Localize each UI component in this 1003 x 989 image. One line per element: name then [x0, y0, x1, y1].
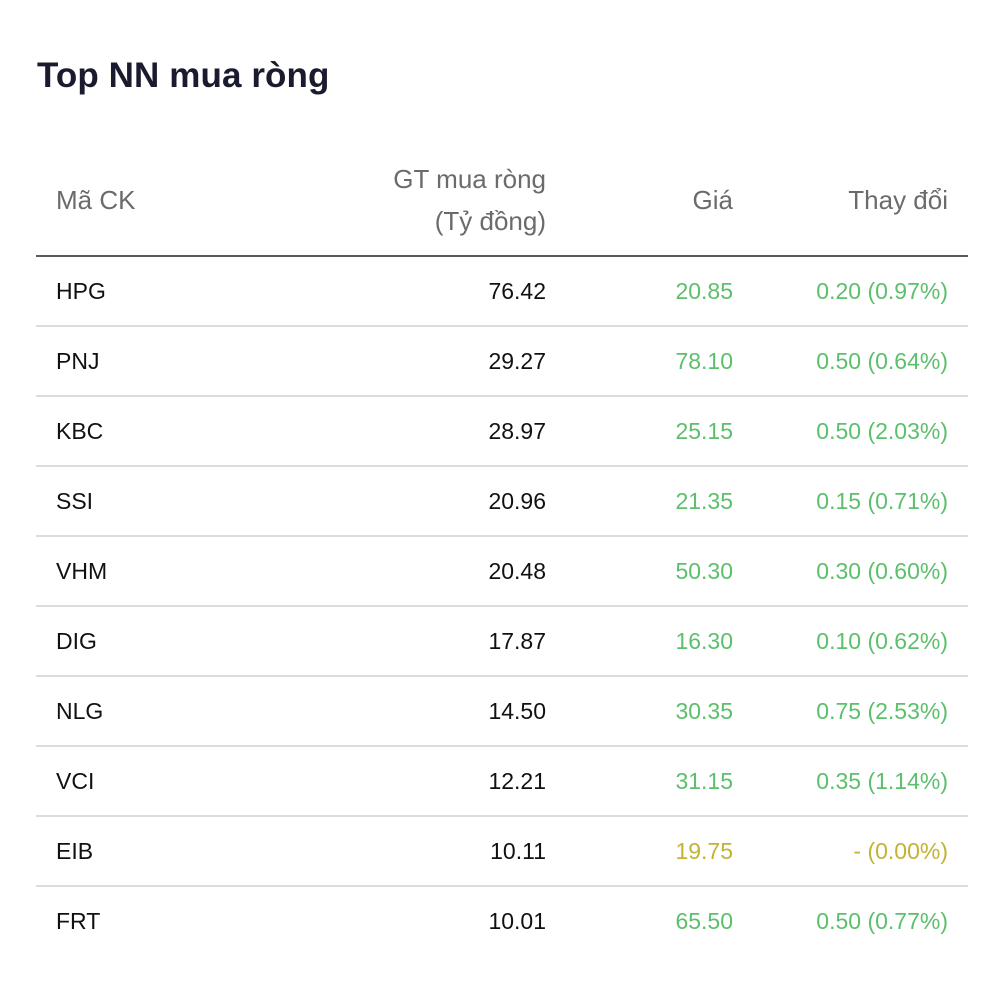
table-row[interactable]: KBC 28.97 25.15 0.50 (2.03%): [36, 396, 968, 467]
table-row[interactable]: VHM 20.48 50.30 0.30 (0.60%): [36, 536, 968, 607]
cell-code[interactable]: DIG: [36, 606, 216, 677]
header-net-buy-line1: GT mua ròng: [393, 164, 546, 194]
cell-change: 0.10 (0.62%): [753, 606, 968, 677]
cell-code[interactable]: SSI: [36, 466, 216, 537]
table-header-row: Mã CK GT mua ròng (Tỷ đồng) Giá Thay đổi: [36, 145, 968, 257]
panel-title: Top NN mua ròng: [37, 56, 330, 95]
cell-price: 19.75: [566, 816, 753, 887]
header-price[interactable]: Giá: [566, 145, 753, 257]
cell-net-buy: 17.87: [216, 606, 566, 677]
cell-change: - (0.00%): [753, 816, 968, 887]
cell-net-buy: 12.21: [216, 746, 566, 817]
cell-price: 65.50: [675, 907, 733, 934]
table-row[interactable]: FRT 10.01 65.50 0.50 (0.77%): [36, 886, 968, 955]
cell-change: 0.50 (0.64%): [753, 326, 968, 397]
cell-code[interactable]: EIB: [36, 816, 216, 887]
cell-code[interactable]: PNJ: [36, 326, 216, 397]
table-row[interactable]: SSI 20.96 21.35 0.15 (0.71%): [36, 466, 968, 537]
table-row[interactable]: HPG 76.42 20.85 0.20 (0.97%): [36, 256, 968, 327]
cell-change: 0.30 (0.60%): [753, 536, 968, 607]
cell-change: 0.35 (1.14%): [753, 746, 968, 817]
cell-price: 20.85: [566, 256, 753, 327]
cell-price: 30.35: [566, 676, 753, 747]
cell-change: 0.20 (0.97%): [753, 256, 968, 327]
cell-net-buy: 76.42: [216, 256, 566, 327]
cell-price: 50.30: [566, 536, 753, 607]
header-change[interactable]: Thay đổi: [753, 145, 968, 257]
cell-code[interactable]: VHM: [36, 536, 216, 607]
cell-net-buy: 10.11: [216, 816, 566, 887]
cell-price: 25.15: [566, 396, 753, 467]
cell-price: 21.35: [566, 466, 753, 537]
cell-code[interactable]: NLG: [36, 676, 216, 747]
table-body: HPG 76.42 20.85 0.20 (0.97%) PNJ 29.27 7…: [36, 256, 968, 955]
cell-change: 0.75 (2.53%): [753, 676, 968, 747]
cell-price: 16.30: [566, 606, 753, 677]
cell-change: 0.50 (2.03%): [753, 396, 968, 467]
cell-code[interactable]: VCI: [36, 746, 216, 817]
cell-change: 0.15 (0.71%): [753, 466, 968, 537]
cell-net-buy: 10.01: [488, 907, 546, 934]
header-net-buy-line2: (Tỷ đồng): [434, 206, 546, 236]
table-row[interactable]: NLG 14.50 30.35 0.75 (2.53%): [36, 676, 968, 747]
cell-price: 31.15: [566, 746, 753, 817]
cell-change: 0.50 (0.77%): [816, 907, 948, 934]
table-row[interactable]: DIG 17.87 16.30 0.10 (0.62%): [36, 606, 968, 677]
table-row[interactable]: EIB 10.11 19.75 - (0.00%): [36, 816, 968, 887]
table-row[interactable]: PNJ 29.27 78.10 0.50 (0.64%): [36, 326, 968, 397]
header-code[interactable]: Mã CK: [36, 145, 216, 257]
cell-net-buy: 28.97: [216, 396, 566, 467]
table-row[interactable]: VCI 12.21 31.15 0.35 (1.14%): [36, 746, 968, 817]
net-buy-table: Mã CK GT mua ròng (Tỷ đồng) Giá Thay đổi…: [36, 145, 968, 955]
cell-code[interactable]: HPG: [36, 256, 216, 327]
cell-net-buy: 20.48: [216, 536, 566, 607]
cell-code[interactable]: KBC: [36, 396, 216, 467]
cell-code[interactable]: FRT: [56, 907, 101, 934]
cell-net-buy: 29.27: [216, 326, 566, 397]
cell-net-buy: 14.50: [216, 676, 566, 747]
header-net-buy[interactable]: GT mua ròng (Tỷ đồng): [216, 145, 566, 257]
cell-net-buy: 20.96: [216, 466, 566, 537]
cell-price: 78.10: [566, 326, 753, 397]
